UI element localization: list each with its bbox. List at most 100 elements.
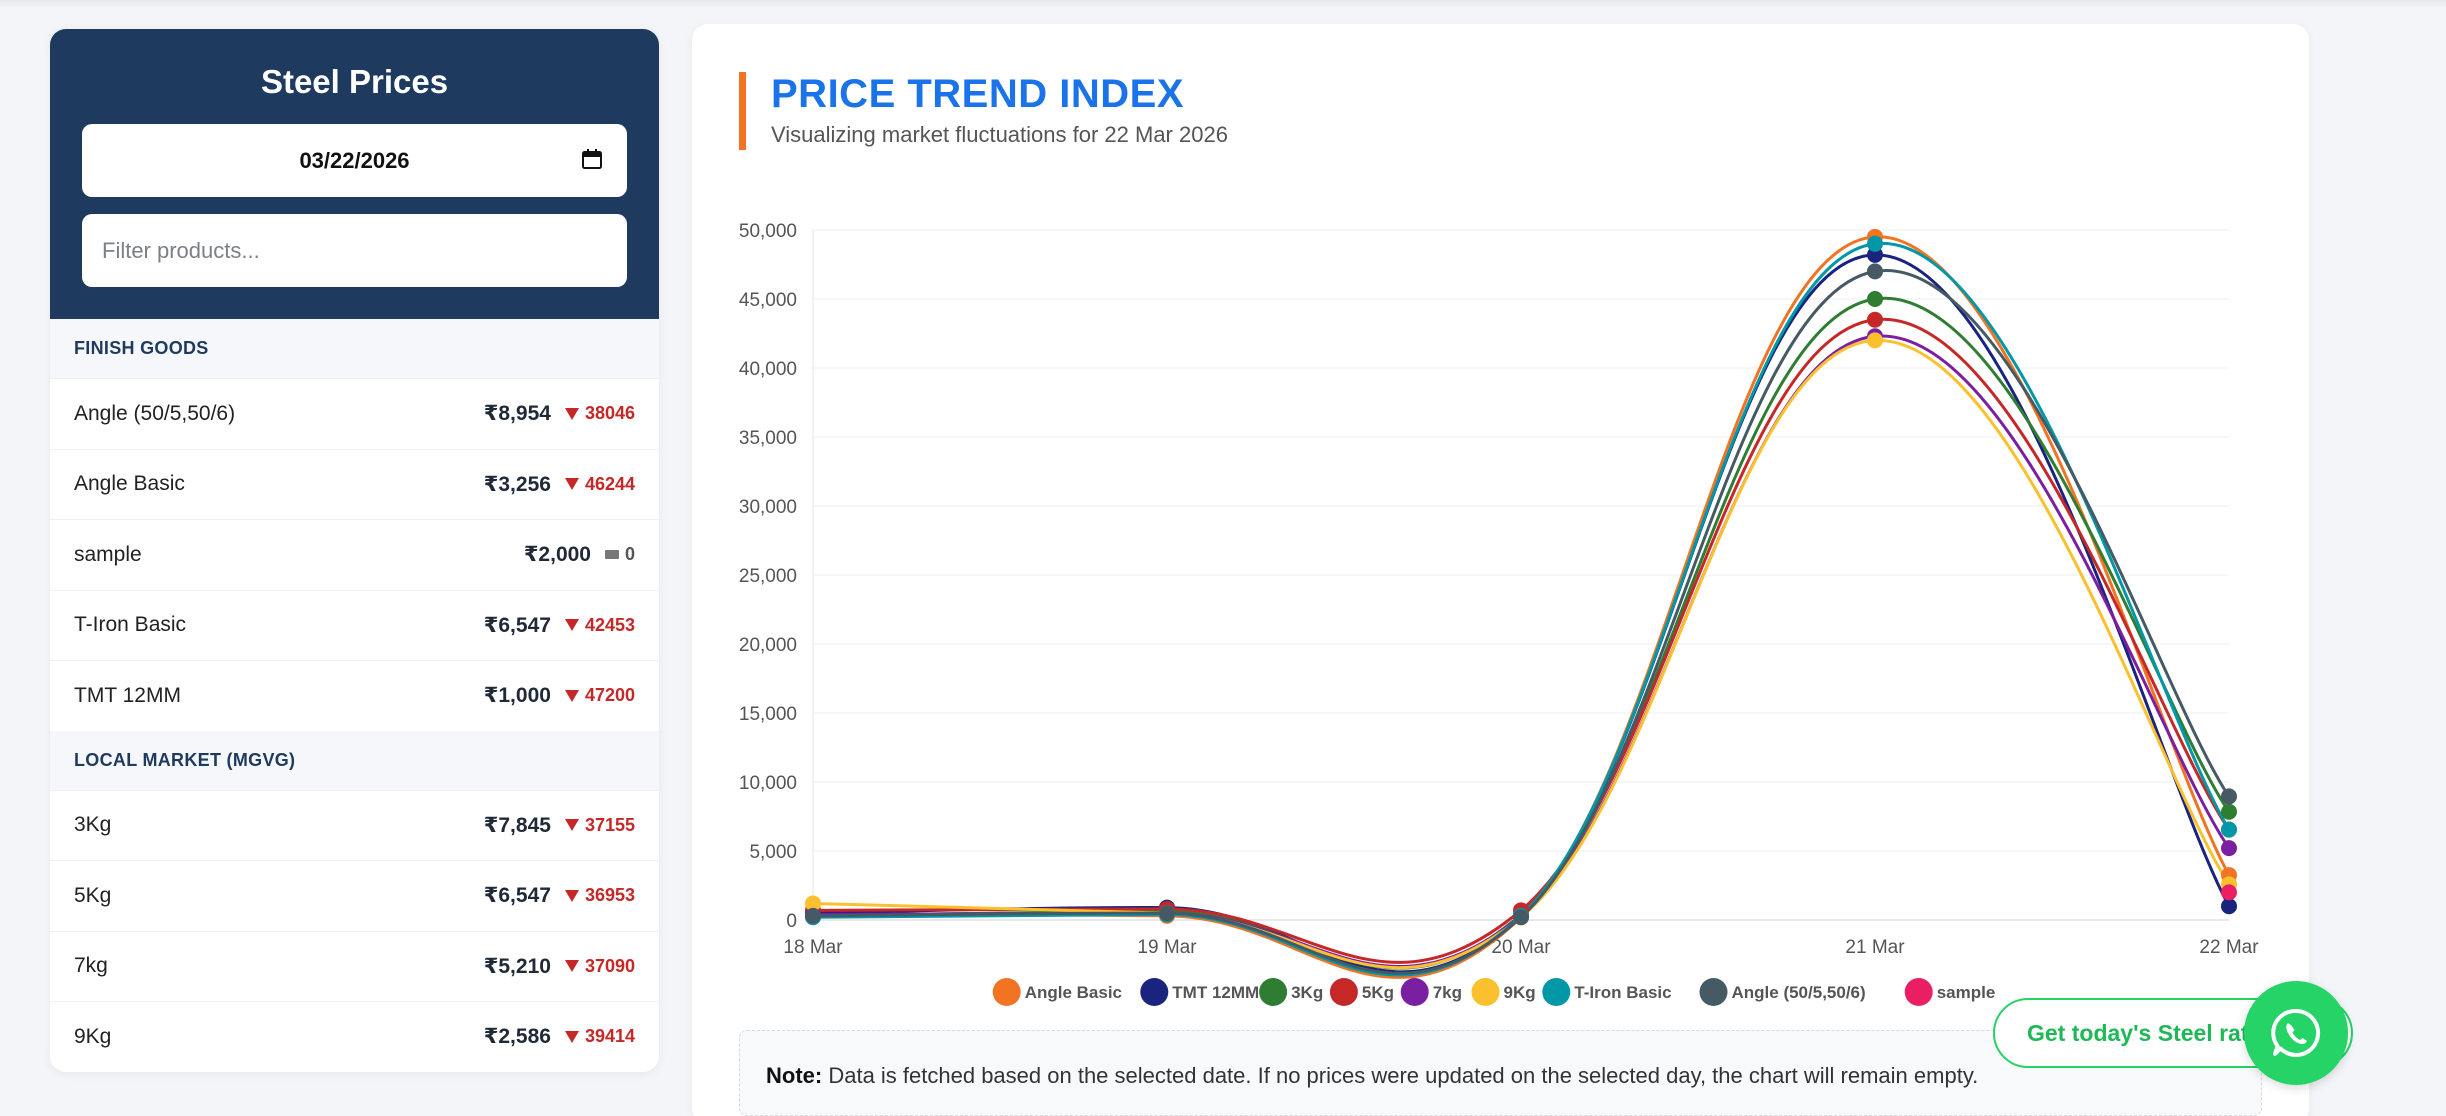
- legend-swatch: [1699, 978, 1728, 1006]
- section-header: FINISH GOODS: [50, 319, 659, 378]
- series-line: [812, 318, 2231, 964]
- no-change-icon: [604, 550, 619, 560]
- data-point: [2221, 884, 2237, 901]
- price-change: 46244: [564, 473, 635, 495]
- series-line: [812, 253, 2231, 974]
- product-price: ₹5,210: [483, 954, 551, 978]
- down-arrow-icon: [564, 960, 579, 973]
- legend-label: Angle Basic: [1025, 983, 1122, 1002]
- page-title: PRICE TREND INDEX: [771, 72, 1184, 116]
- series-line: [812, 338, 2231, 970]
- data-point: [2221, 898, 2237, 915]
- legend-swatch: [1140, 978, 1169, 1006]
- cta-label: Get today's Steel rates: [2027, 1019, 2275, 1046]
- series-line: [812, 269, 2231, 975]
- legend-swatch: [1259, 978, 1288, 1006]
- product-price: ₹6,547: [483, 613, 551, 637]
- filter-box[interactable]: [82, 214, 627, 287]
- data-point: [1867, 291, 1883, 307]
- legend-label: 5Kg: [1362, 983, 1394, 1002]
- change-value: 38046: [584, 403, 635, 424]
- price-change: 38046: [564, 403, 635, 424]
- product-row[interactable]: 9Kg ₹2,586 39414: [50, 1001, 659, 1072]
- note-text: Data is fetched based on the selected da…: [822, 1063, 1979, 1088]
- product-price: ₹2,586: [483, 1025, 551, 1049]
- product-name: 5Kg: [74, 883, 112, 907]
- title-accent-bar: [739, 72, 746, 150]
- data-point: [1513, 909, 1529, 926]
- product-row[interactable]: 7kg ₹5,210 37090: [50, 930, 659, 1002]
- price-trend-card: PRICE TREND INDEX Visualizing market flu…: [692, 24, 2309, 1116]
- down-arrow-icon: [564, 889, 579, 902]
- change-value: 36953: [584, 885, 635, 906]
- change-value: 37090: [584, 955, 635, 976]
- product-name: Angle (50/5,50/6): [74, 401, 236, 425]
- y-tick-label: 0: [786, 911, 797, 932]
- note-label: Note:: [766, 1063, 823, 1088]
- price-change: 47200: [564, 685, 635, 706]
- down-arrow-icon: [564, 819, 579, 832]
- product-row[interactable]: Angle (50/5,50/6) ₹8,954 38046: [50, 378, 659, 449]
- product-price: ₹7,845: [483, 813, 551, 837]
- product-row[interactable]: 5Kg ₹6,547 36953: [50, 860, 659, 931]
- y-tick-label: 50,000: [739, 221, 797, 242]
- x-tick-label: 18 Mar: [783, 937, 843, 958]
- data-point: [1867, 263, 1883, 280]
- sidebar: Steel Prices 03/22/2026 FINISH GOODS Ang…: [50, 29, 659, 1072]
- whatsapp-icon[interactable]: [2244, 981, 2348, 1085]
- change-value: 47200: [584, 685, 635, 706]
- y-tick-label: 15,000: [739, 704, 797, 725]
- date-picker[interactable]: 03/22/2026: [82, 124, 627, 197]
- down-arrow-icon: [564, 478, 579, 491]
- change-value: 46244: [584, 473, 635, 494]
- product-name: 7kg: [74, 954, 108, 978]
- change-value: 39414: [584, 1026, 635, 1047]
- product-row[interactable]: sample ₹2,000 0: [50, 519, 659, 590]
- data-point: [805, 895, 821, 912]
- y-tick-label: 20,000: [739, 635, 797, 656]
- y-tick-label: 5,000: [749, 842, 797, 863]
- legend-label: 7kg: [1433, 983, 1462, 1002]
- down-arrow-icon: [564, 689, 579, 702]
- date-value: 03/22/2026: [299, 147, 410, 173]
- y-tick-label: 35,000: [739, 428, 797, 449]
- change-value: 42453: [584, 614, 635, 635]
- legend-label: TMT 12MM: [1172, 983, 1259, 1002]
- whatsapp-glyph: [2271, 1008, 2321, 1057]
- x-tick-label: 22 Mar: [2199, 937, 2259, 958]
- product-name: sample: [74, 542, 142, 566]
- data-point: [1159, 905, 1175, 922]
- legend-swatch: [1542, 978, 1571, 1006]
- legend-swatch: [1400, 978, 1429, 1006]
- filter-products-input[interactable]: [102, 237, 627, 264]
- product-row[interactable]: 3Kg ₹7,845 37155: [50, 789, 659, 861]
- product-row[interactable]: TMT 12MM ₹1,000 47200: [50, 660, 659, 731]
- price-change: 0: [604, 544, 635, 565]
- product-price: ₹6,547: [483, 884, 551, 908]
- legend-swatch: [992, 978, 1021, 1006]
- change-value: 0: [624, 544, 635, 565]
- product-row[interactable]: Angle Basic ₹3,256 46244: [50, 448, 659, 520]
- x-tick-label: 20 Mar: [1491, 937, 1551, 958]
- price-change: 37155: [564, 814, 635, 836]
- sidebar-title: Steel Prices: [260, 63, 449, 100]
- change-value: 37155: [584, 814, 635, 835]
- price-change: 36953: [564, 885, 635, 906]
- section-header: LOCAL MARKET (MGVG): [50, 730, 659, 790]
- data-point: [805, 907, 821, 924]
- legend-label: Angle (50/5,50/6): [1732, 983, 1866, 1002]
- product-name: 3Kg: [74, 813, 112, 837]
- product-name: Angle Basic: [74, 472, 185, 496]
- price-trend-chart: 0 5,000 10,000 15,000 20,000 25,000 30,000 35,0…: [739, 221, 2259, 1006]
- price-change: 37090: [564, 955, 635, 977]
- legend-swatch: [1329, 978, 1358, 1006]
- product-row[interactable]: T-Iron Basic ₹6,547 42453: [50, 589, 659, 661]
- y-tick-label: 45,000: [739, 290, 797, 311]
- legend-label: sample: [1937, 983, 1996, 1002]
- price-change: 39414: [564, 1026, 635, 1047]
- product-price: ₹2,000: [523, 543, 591, 567]
- down-arrow-icon: [564, 1030, 579, 1043]
- calendar-icon[interactable]: [581, 148, 603, 170]
- down-arrow-icon: [564, 619, 579, 632]
- series-line: [812, 235, 2231, 979]
